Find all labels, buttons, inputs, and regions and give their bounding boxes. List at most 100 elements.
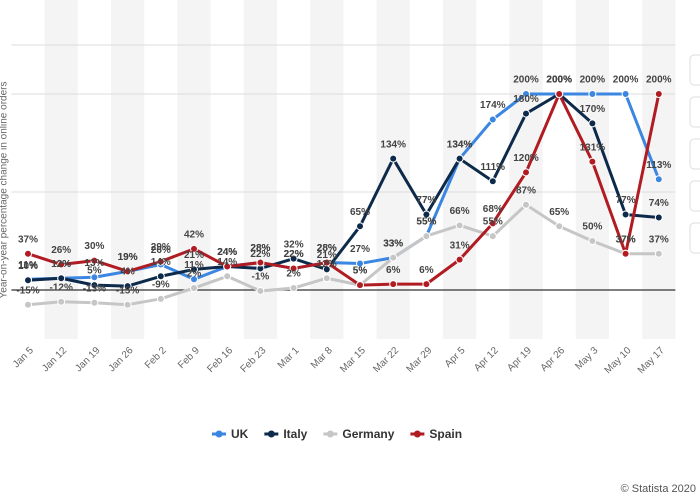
- data-label: 10%: [18, 261, 38, 272]
- data-label: 21%: [184, 250, 204, 261]
- data-label: -13%: [83, 283, 106, 294]
- data-label: 14%: [217, 257, 237, 268]
- x-tick-label: Apr 26: [539, 345, 568, 374]
- data-label: 26%: [51, 245, 71, 256]
- source: © Statista 2020: [621, 483, 696, 495]
- data-label: 24%: [217, 247, 237, 258]
- data-point: [389, 253, 398, 262]
- data-label: 37%: [18, 234, 38, 245]
- data-point: [123, 300, 132, 309]
- data-label: 134%: [447, 139, 473, 150]
- data-point: [654, 90, 663, 98]
- data-point: [356, 222, 364, 231]
- data-point: [156, 257, 165, 266]
- data-label: 22%: [284, 249, 304, 260]
- x-tick-label: Feb 2: [143, 345, 169, 371]
- data-point: [322, 274, 331, 283]
- data-point: [654, 249, 663, 258]
- x-tick-label: Apr 5: [443, 345, 468, 370]
- data-point: [588, 157, 597, 166]
- data-label: 131%: [580, 142, 606, 153]
- data-point: [223, 262, 232, 271]
- data-label: 31%: [450, 240, 470, 251]
- data-point: [190, 284, 198, 293]
- legend-marker: [215, 430, 223, 438]
- column-band: [310, 0, 344, 339]
- x-tick-label: Feb 23: [239, 345, 269, 375]
- data-label: 11%: [184, 260, 204, 271]
- tool-button[interactable]: [689, 138, 700, 170]
- data-point: [356, 281, 364, 290]
- column-band: [44, 0, 78, 339]
- data-label: 12%: [317, 259, 337, 270]
- data-point: [422, 210, 431, 219]
- data-label: 5%: [353, 266, 368, 277]
- data-label: 12%: [51, 259, 71, 270]
- data-point: [522, 90, 530, 98]
- x-tick-label: May 10: [603, 345, 634, 376]
- data-label: 42%: [184, 229, 204, 240]
- data-label: 28%: [250, 243, 270, 254]
- data-point: [223, 272, 232, 281]
- data-point: [57, 260, 66, 269]
- tool-button[interactable]: [689, 180, 700, 212]
- data-label: 37%: [616, 234, 636, 245]
- data-point: [289, 284, 298, 293]
- data-label: 11%: [18, 260, 38, 271]
- data-label: 113%: [646, 160, 671, 171]
- data-label: 87%: [516, 185, 536, 196]
- data-point: [522, 200, 530, 209]
- data-label: 65%: [350, 207, 370, 218]
- data-label: 4%: [120, 267, 135, 278]
- data-point: [488, 219, 497, 228]
- y-axis-title: Year-on-year percentage change in online…: [0, 82, 10, 299]
- data-label: 2%: [286, 269, 301, 280]
- data-label: 200%: [546, 75, 572, 86]
- x-tick-label: Mar 29: [405, 345, 435, 375]
- data-point: [488, 177, 497, 186]
- data-label: 28%: [317, 243, 337, 254]
- legend-marker: [326, 430, 334, 438]
- x-tick-label: Jan 5: [11, 345, 36, 370]
- data-label: 66%: [450, 206, 470, 217]
- data-label: 55%: [416, 217, 436, 228]
- data-point: [488, 115, 497, 124]
- data-label: 170%: [580, 104, 606, 115]
- data-label: 27%: [350, 244, 370, 255]
- data-label: 5%: [353, 266, 368, 277]
- data-label: 50%: [582, 222, 602, 233]
- data-point: [24, 300, 32, 309]
- data-point: [289, 264, 298, 273]
- column-band: [443, 0, 477, 339]
- data-label: 55%: [483, 217, 503, 228]
- data-label: 29%: [151, 242, 171, 253]
- tool-button[interactable]: [689, 96, 700, 128]
- data-point: [156, 294, 165, 303]
- data-label: -15%: [16, 285, 39, 296]
- data-point: [654, 175, 663, 184]
- data-label: 5%: [87, 266, 102, 277]
- data-point: [621, 249, 630, 258]
- tool-button[interactable]: [689, 54, 700, 86]
- data-point: [422, 280, 431, 289]
- data-label: 24%: [217, 247, 237, 258]
- data-point: [24, 249, 32, 258]
- data-label: 33%: [383, 238, 403, 249]
- x-tick-label: Jan 12: [40, 345, 69, 374]
- data-point: [389, 154, 398, 163]
- x-tick-label: Mar 1: [276, 345, 302, 371]
- legend-marker: [413, 430, 421, 438]
- data-point: [57, 297, 66, 306]
- data-label: 26%: [151, 245, 171, 256]
- legend-marker: [267, 430, 275, 438]
- data-label: 134%: [380, 139, 406, 150]
- data-label: 22%: [284, 249, 304, 260]
- series-line: [27, 203, 659, 307]
- data-point: [289, 254, 298, 263]
- data-point: [57, 274, 66, 283]
- data-point: [90, 298, 99, 307]
- tool-button[interactable]: [689, 222, 700, 254]
- data-label: 77%: [616, 195, 636, 206]
- data-point: [190, 275, 198, 284]
